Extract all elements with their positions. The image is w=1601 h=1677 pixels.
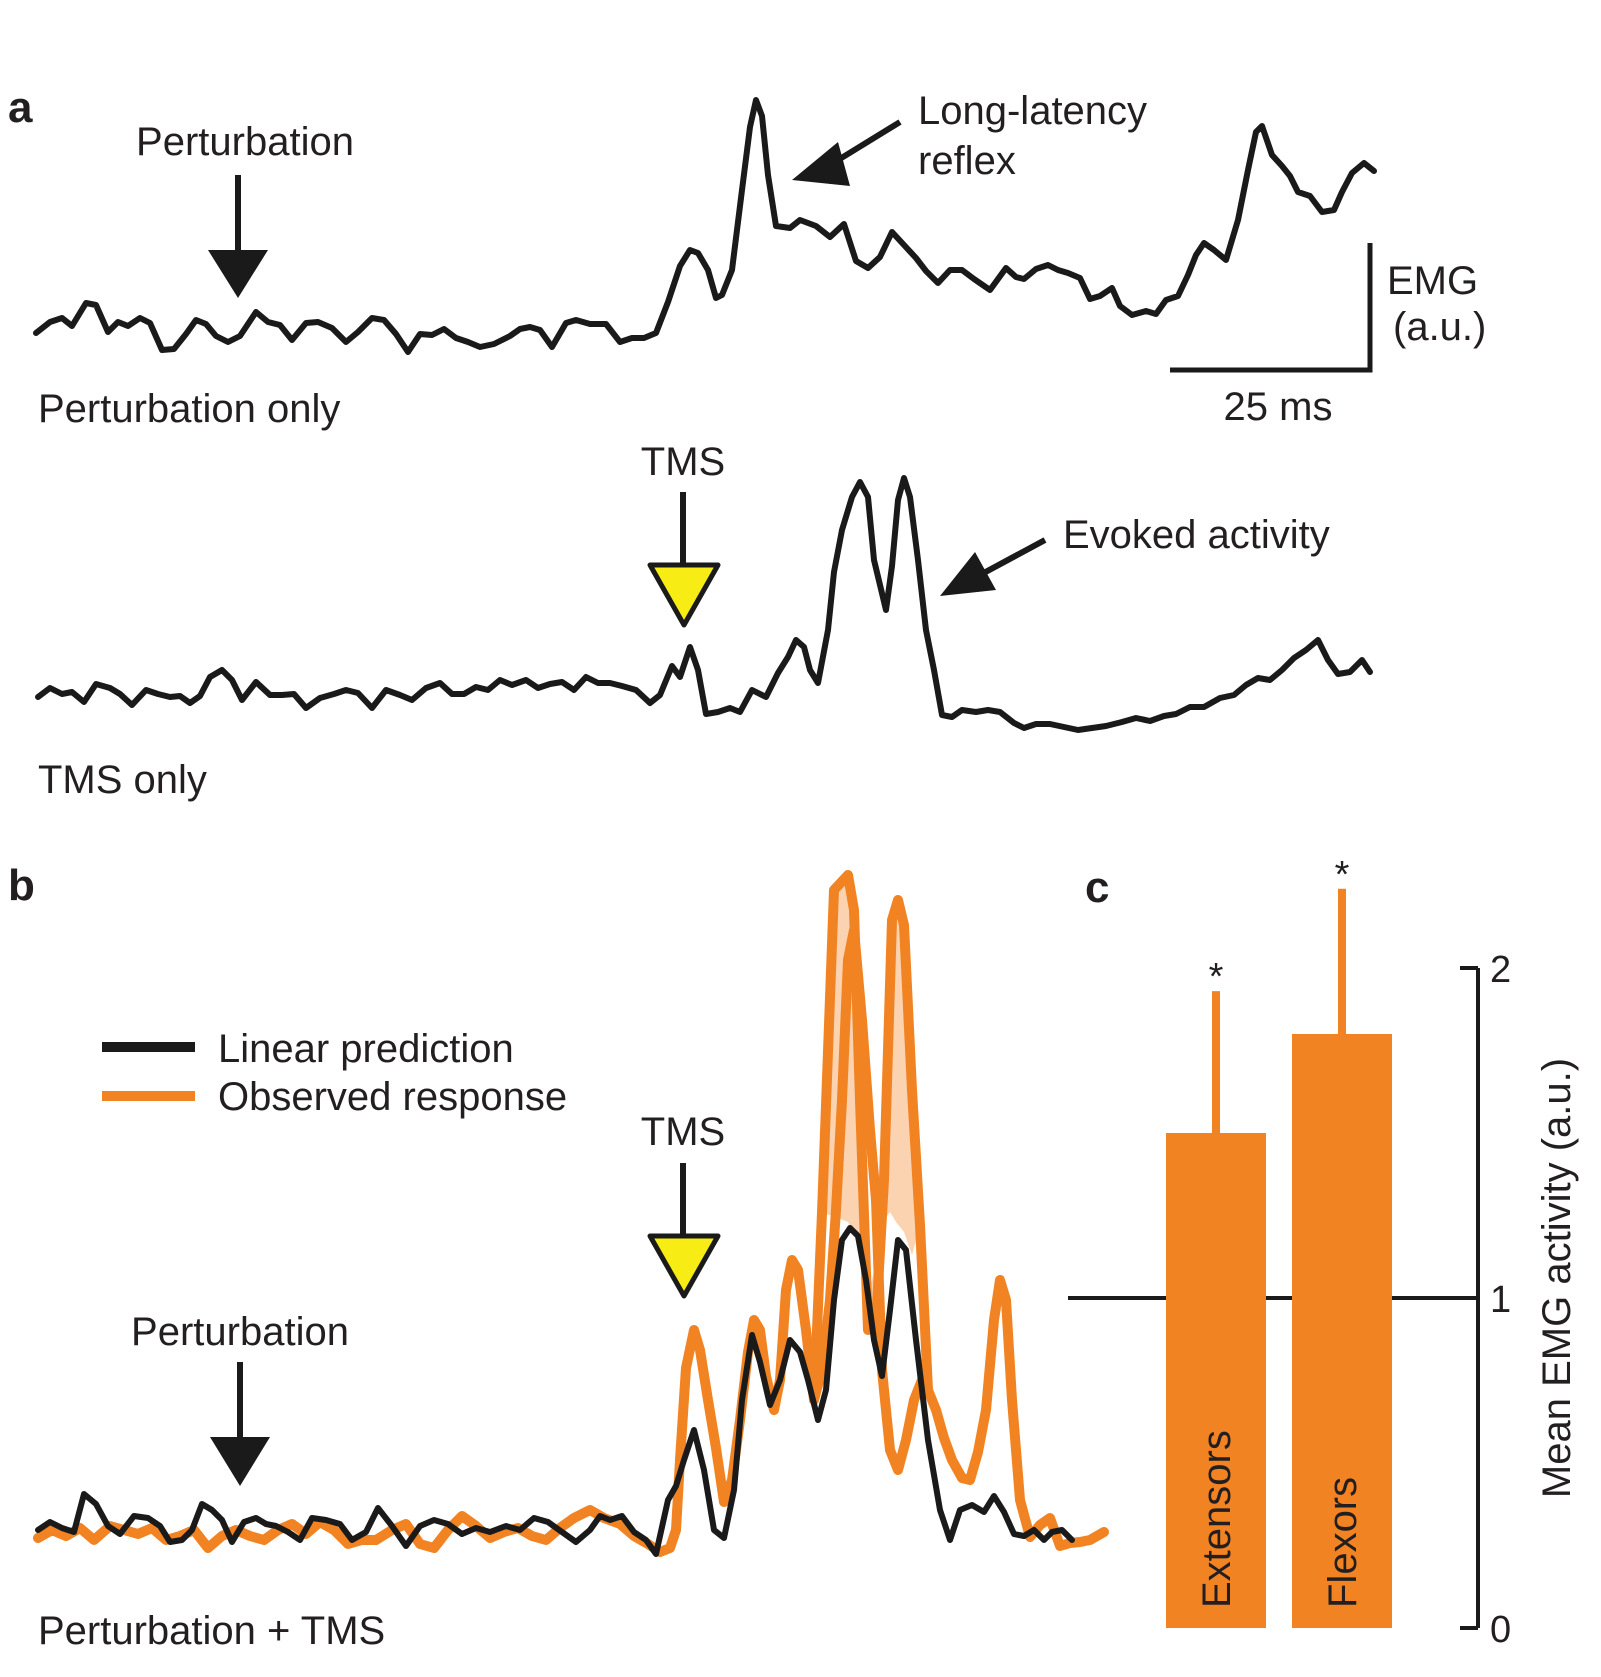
legend-label-linear: Linear prediction — [218, 1027, 514, 1071]
tms-arrow-a — [647, 492, 721, 628]
perturbation-arrow-a — [208, 175, 268, 298]
y-tick-label: 1 — [1490, 1279, 1511, 1321]
bars: * Extensors * Flexors — [1166, 854, 1392, 1628]
scale-x-label: 25 ms — [1224, 385, 1333, 429]
legend-label-observed: Observed response — [218, 1075, 567, 1119]
trace-tms-only — [35, 475, 1373, 733]
evoked-label: Evoked activity — [1063, 513, 1330, 557]
perturbation-label-a: Perturbation — [136, 120, 354, 164]
scale-y-label-line1: EMG — [1387, 259, 1478, 303]
scale-y-label-line2: (a.u.) — [1393, 305, 1486, 349]
panel-a-letter: a — [8, 83, 33, 132]
scale-bar — [1170, 243, 1373, 373]
trace-observed — [33, 925, 1109, 1557]
y-tick-label: 0 — [1490, 1609, 1511, 1651]
trace-linear-prediction — [35, 1225, 1075, 1557]
tms-arrow-b — [647, 1163, 721, 1299]
y-tick-label: 2 — [1490, 949, 1511, 991]
panel-b-letter: b — [8, 861, 35, 910]
category-label-extensors: Extensors — [1195, 1430, 1239, 1608]
tms-label-b: TMS — [641, 1110, 725, 1154]
y-ticks: 0 1 2 — [1460, 949, 1511, 1651]
legend: Linear prediction Observed response — [102, 1027, 567, 1119]
bar-flexors — [1292, 1034, 1392, 1628]
reflex-label-line1: Long-latency — [918, 89, 1147, 133]
panel-c-letter: c — [1085, 863, 1109, 912]
perturbation-arrow-b — [210, 1362, 270, 1486]
panel-c: c 0 1 2 * Extensors * Flexors Mean EMG activi… — [1068, 854, 1579, 1651]
trace1-label: Perturbation only — [38, 387, 340, 431]
panel-a: a Perturbation Long-latency reflex EMG (… — [8, 83, 1486, 802]
trace-perturbation-only — [33, 97, 1377, 355]
trace-b-label: Perturbation + TMS — [38, 1609, 385, 1653]
category-label-flexors: Flexors — [1321, 1477, 1365, 1608]
significance-star: * — [1209, 956, 1224, 998]
trace-observed-peaks — [809, 870, 933, 1405]
significance-star: * — [1335, 854, 1350, 896]
reflex-label-line2: reflex — [918, 139, 1016, 183]
tms-label-a: TMS — [641, 440, 725, 484]
trace2-label: TMS only — [38, 758, 207, 802]
panel-b: b Linear prediction Observed response TM… — [8, 861, 1109, 1653]
evoked-arrow — [940, 537, 1047, 596]
bar-extensors — [1166, 1133, 1266, 1628]
perturbation-label-b: Perturbation — [131, 1310, 349, 1354]
reflex-arrow — [792, 119, 902, 186]
y-axis-label: Mean EMG activity (a.u.) — [1535, 1058, 1579, 1498]
